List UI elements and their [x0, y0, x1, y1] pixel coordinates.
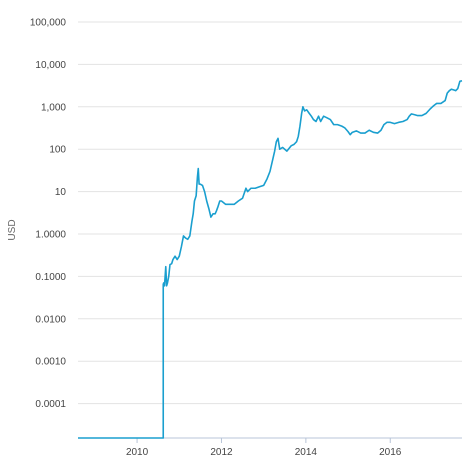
x-tick-label: 2012: [210, 447, 233, 458]
y-tick-label: 100: [49, 145, 66, 156]
y-tick-label: 100,000: [30, 18, 67, 29]
y-tick-label: 0.1000: [35, 272, 66, 283]
x-tick-label: 2016: [379, 447, 402, 458]
y-axis-title: USD: [7, 219, 18, 240]
y-tick-label: 10,000: [35, 60, 66, 71]
y-tick-label: 10: [55, 187, 67, 198]
y-tick-label: 0.0010: [35, 357, 66, 368]
y-tick-label: 1.0000: [35, 230, 66, 241]
y-axis-tick-labels: 0.0001 0.0010 0.0100 0.1000 1.0000 10 100 1,000…: [30, 18, 67, 411]
y-tick-label: 1,000: [41, 102, 66, 113]
x-tick-label: 2010: [126, 447, 149, 458]
x-tick-label: 2014: [295, 447, 318, 458]
x-axis-ticks: 2010 2012 2014 2016: [126, 438, 402, 458]
y-tick-label: 0.0100: [35, 314, 66, 325]
gridlines: [78, 21, 462, 405]
price-series-line: [78, 80, 463, 439]
y-tick-label: 0.0001: [35, 399, 66, 410]
